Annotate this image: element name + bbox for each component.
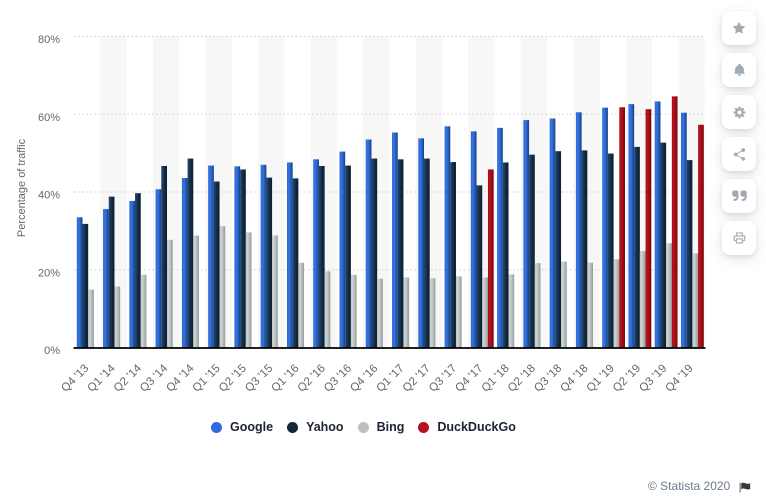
- svg-text:Q4 '13: Q4 '13: [59, 362, 91, 394]
- svg-text:Q2 '14: Q2 '14: [112, 362, 145, 395]
- svg-text:Q1 '14: Q1 '14: [86, 362, 119, 395]
- svg-text:Q2 '18: Q2 '18: [506, 362, 538, 394]
- svg-text:Q2 '19: Q2 '19: [611, 362, 643, 394]
- svg-text:Q4 '19: Q4 '19: [663, 362, 695, 394]
- svg-text:Q1 '18: Q1 '18: [480, 362, 512, 394]
- svg-text:Q1 '19: Q1 '19: [585, 362, 617, 394]
- svg-text:0%: 0%: [44, 345, 60, 357]
- svg-text:Q3 '17: Q3 '17: [427, 362, 459, 394]
- svg-text:Q3 '14: Q3 '14: [138, 362, 171, 395]
- svg-text:Percentage of traffic: Percentage of traffic: [16, 138, 28, 237]
- svg-text:20%: 20%: [38, 267, 60, 279]
- svg-text:Q1 '15: Q1 '15: [191, 362, 223, 394]
- svg-text:80%: 80%: [38, 34, 60, 46]
- svg-text:Q2 '17: Q2 '17: [401, 362, 433, 394]
- svg-text:Q3 '15: Q3 '15: [243, 362, 275, 394]
- svg-text:Q1 '17: Q1 '17: [374, 362, 406, 394]
- svg-text:Q3 '18: Q3 '18: [532, 362, 564, 394]
- svg-text:Q2 '16: Q2 '16: [296, 362, 328, 394]
- svg-text:Q4 '16: Q4 '16: [348, 362, 380, 394]
- svg-text:Q4 '17: Q4 '17: [453, 362, 485, 394]
- svg-text:Q4 '14: Q4 '14: [164, 362, 197, 395]
- svg-text:Q1 '16: Q1 '16: [269, 362, 301, 394]
- svg-text:40%: 40%: [38, 190, 60, 202]
- svg-text:60%: 60%: [38, 112, 60, 124]
- svg-text:Q4 '18: Q4 '18: [558, 362, 590, 394]
- svg-text:Q2 '15: Q2 '15: [217, 362, 249, 394]
- svg-text:Q3 '16: Q3 '16: [322, 362, 354, 394]
- svg-text:Q3 '19: Q3 '19: [637, 362, 669, 394]
